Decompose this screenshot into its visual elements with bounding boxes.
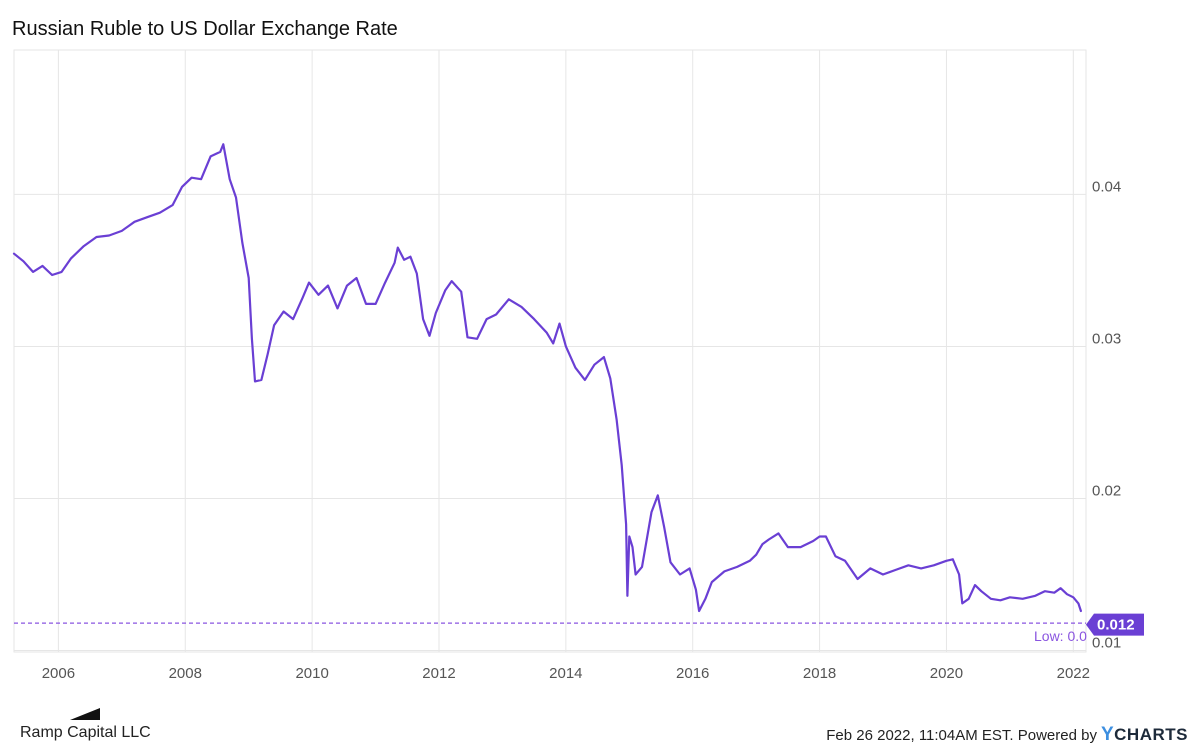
axes: 2006 2008 2010 2012 2014 2016 2018 2020 20220.01… bbox=[42, 178, 1121, 682]
y-tick-label: 0.02 bbox=[1092, 482, 1121, 499]
low-marker: Low: 0.0 bbox=[14, 622, 1087, 644]
x-tick-label: 2006 bbox=[42, 665, 75, 682]
ycharts-logo[interactable]: YCHARTS bbox=[1101, 724, 1188, 746]
y-tick-label: 0.03 bbox=[1092, 330, 1121, 347]
x-tick-label: 2016 bbox=[676, 665, 709, 682]
y-tick-label: 0.01 bbox=[1092, 634, 1121, 651]
x-tick-label: 2020 bbox=[930, 665, 963, 682]
x-tick-label: 2014 bbox=[549, 665, 582, 682]
timestamp-text: Feb 26 2022, 11:04AM EST. Powered by bbox=[826, 726, 1097, 744]
ycharts-logo-y: Y bbox=[1100, 724, 1115, 745]
plot-frame bbox=[13, 49, 1087, 653]
x-tick-label: 2010 bbox=[295, 665, 328, 682]
series-layer bbox=[12, 143, 1082, 613]
brand-name: Ramp Capital LLC bbox=[20, 724, 151, 741]
series-line bbox=[12, 143, 1082, 613]
low-value-label: Low: 0.0 bbox=[1034, 628, 1087, 644]
x-tick-label: 2012 bbox=[422, 665, 455, 682]
footer-attribution: Feb 26 2022, 11:04AM EST. Powered by YCH… bbox=[826, 724, 1188, 746]
x-tick-label: 2022 bbox=[1057, 665, 1090, 682]
chart-title: Russian Ruble to US Dollar Exchange Rate bbox=[12, 18, 398, 40]
x-tick-label: 2008 bbox=[169, 665, 202, 682]
grid-lines bbox=[13, 49, 1087, 653]
current-value-badge bbox=[1086, 613, 1144, 636]
ycharts-logo-text: CHARTS bbox=[1114, 725, 1188, 744]
ramp-logo-icon bbox=[70, 708, 100, 720]
current-value-marker: 0.012 bbox=[1086, 613, 1144, 636]
x-tick-label: 2018 bbox=[803, 665, 836, 682]
current-value-label: 0.012 bbox=[1097, 617, 1135, 634]
y-tick-label: 0.04 bbox=[1092, 178, 1121, 195]
